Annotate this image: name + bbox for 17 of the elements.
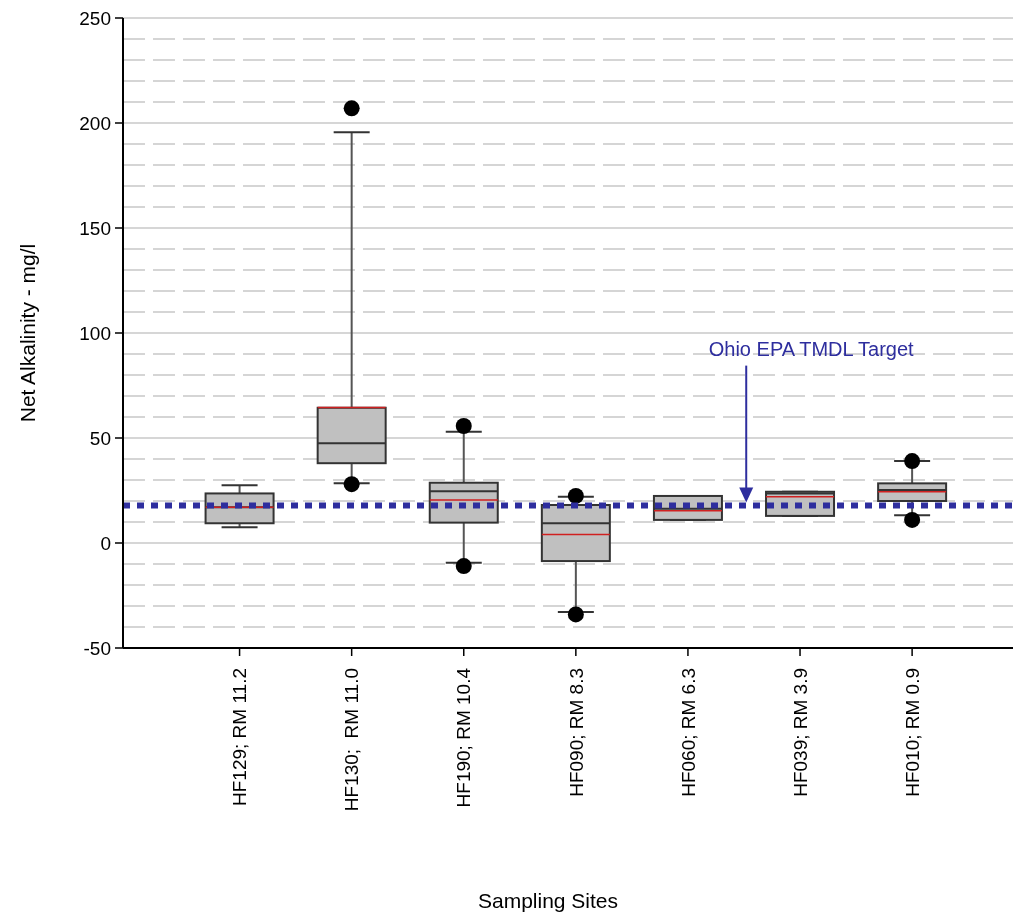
y-tick-label: 50 — [89, 427, 111, 449]
y-tick-label: 150 — [79, 217, 111, 239]
y-tick-label: 200 — [79, 112, 111, 134]
x-tick-label: HF039; RM 3.9 — [789, 668, 811, 797]
ref-line-label: Ohio EPA TMDL Target — [708, 337, 915, 360]
y-axis-title: Net Alkalinity - mg/l — [16, 243, 40, 423]
x-tick-label: HF090; RM 8.3 — [565, 668, 587, 797]
x-tick-label: HF129; RM 11.2 — [229, 668, 251, 806]
x-tick-label: HF060; RM 6.3 — [677, 668, 699, 797]
y-tick-label: -50 — [83, 637, 111, 659]
y-tick-label: 100 — [79, 322, 111, 344]
x-tick-label: HF010; RM 0.9 — [901, 668, 923, 797]
x-axis-title: Sampling Sites — [477, 889, 619, 912]
y-tick-label: 0 — [100, 532, 111, 554]
x-tick-label: HF130; RM 11.0 — [341, 668, 363, 812]
y-tick-label: 250 — [79, 7, 111, 29]
x-tick-label: HF190; RM 10.4 — [453, 667, 475, 808]
